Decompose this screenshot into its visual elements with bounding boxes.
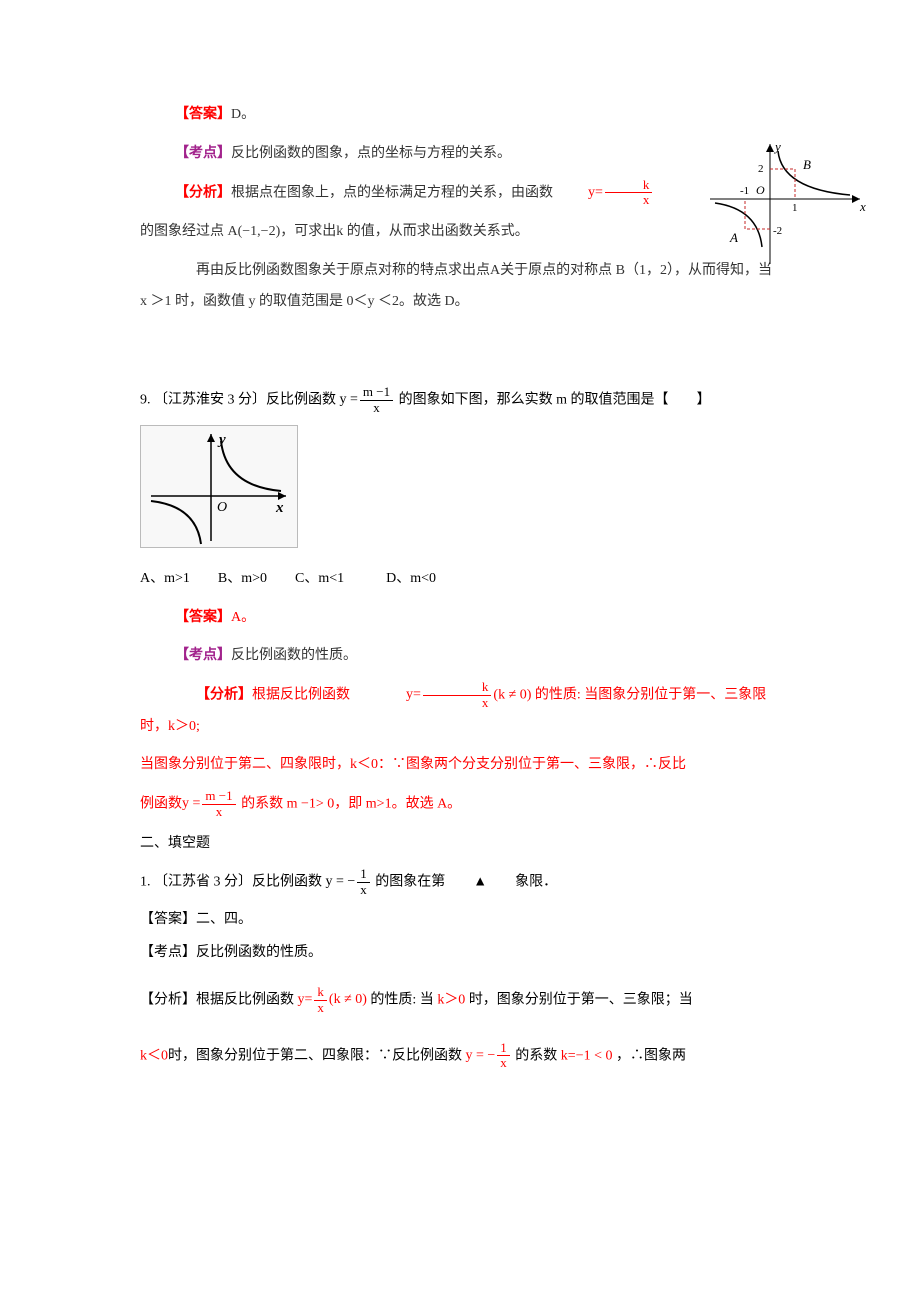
q1-answer: 【答案】二、四。 — [140, 907, 780, 932]
concept-label: 【考点】 — [175, 648, 231, 663]
q8-concept-row: 【考点】反比例函数的图象，点的坐标与方程的关系。 【分析】根据点在图象上，点的坐… — [140, 139, 780, 318]
svg-text:2: 2 — [758, 163, 764, 175]
svg-text:x: x — [859, 199, 866, 214]
concept-label: 【考点】 — [140, 945, 196, 960]
answer-label: 【答案】 — [175, 610, 231, 625]
text: 根据反比例函数 — [252, 688, 350, 703]
text: 当图象分别位于第二、四象限时，k＜0：∵图象两个分支分别位于第一、三象限，∴反比 — [140, 757, 686, 772]
text: 的系数 — [515, 1048, 557, 1063]
formula: y = −1x — [466, 1041, 512, 1072]
analysis-text-1b: 的图象经过点 A(−1,−2)，可求出k 的值，从而求出函数关系式。 — [140, 224, 529, 239]
q8-analysis-line2: 再由反比例函数图象关于原点对称的特点求出点A关于原点的对称点 B（1，2），从而… — [140, 256, 780, 318]
concept-label: 【考点】 — [175, 146, 231, 161]
svg-text:-1: -1 — [740, 185, 749, 197]
svg-text:y: y — [773, 139, 781, 154]
q9-analysis-1: 【分析】根据反比例函数 y=kx(k ≠ 0) 的性质: 当图象分别位于第一、三… — [140, 680, 780, 742]
formula: y=kx(k ≠ 0) — [298, 985, 367, 1016]
svg-text:1: 1 — [792, 202, 798, 214]
text: 时，图象分别位于第一、三象限；当 — [469, 993, 693, 1008]
q1-suffix: 的图象在第 ▲ 象限． — [375, 875, 557, 890]
text: 例函数 — [140, 797, 182, 812]
q9-chart-svg: y x O — [141, 426, 297, 547]
formula-yk: y=kx — [553, 178, 654, 209]
frac-k-x: kx — [605, 178, 653, 208]
concept-text: 反比例函数的性质。 — [231, 648, 357, 663]
q9-answer: 【答案】A。 — [140, 603, 780, 634]
svg-text:-2: -2 — [773, 225, 782, 237]
text: 时，图象分别位于第二、四象限：∵反比例函数 — [168, 1048, 462, 1063]
answer-label: 【答案】 — [140, 912, 196, 927]
q8-analysis-line1: 【分析】根据点在图象上，点的坐标满足方程的关系，由函数y=kx — [140, 178, 780, 209]
q9-analysis-3: 例函数 y =m −1x 的系数 m −1> 0，即 m>1。故选 A。 — [140, 789, 780, 820]
concept-text: 反比例函数的图象，点的坐标与方程的关系。 — [231, 146, 511, 161]
q8-figure: y x B A O 2 1 -1 -2 — [700, 139, 880, 289]
q1-formula: y = −1x — [326, 867, 372, 898]
svg-text:y: y — [217, 432, 226, 448]
k-lt0: k＜0 — [140, 1048, 168, 1063]
answer-text: 二、四。 — [196, 912, 252, 927]
text: 的系数 m −1> 0，即 m>1。故选 A。 — [238, 797, 462, 812]
q8-concept: 【考点】反比例函数的图象，点的坐标与方程的关系。 — [140, 139, 780, 170]
formula: y =m −1x — [182, 789, 238, 820]
answer-text: D。 — [231, 107, 255, 122]
k-gt0: k＞0 — [437, 993, 465, 1008]
text: 的性质: 当 — [370, 993, 433, 1008]
q9-stem: 9. 〔江苏淮安 3 分〕反比例函数 y =m −1x 的图象如下图，那么实数 … — [140, 385, 780, 416]
analysis-label: 【分析】 — [196, 688, 252, 703]
analysis-text-2: 再由反比例函数图象关于原点对称的特点求出点A关于原点的对称点 B（1，2），从而… — [140, 263, 772, 309]
q1-analysis-2: k＜0时，图象分别位于第二、四象限：∵反比例函数 y = −1x 的系数 k=−… — [140, 1041, 780, 1072]
text: 根据反比例函数 — [196, 993, 294, 1008]
svg-text:O: O — [217, 500, 227, 515]
q1-analysis-1: 【分析】根据反比例函数 y=kx(k ≠ 0) 的性质: 当 k＞0 时，图象分… — [140, 985, 780, 1016]
spacer — [140, 1025, 780, 1041]
q1-stem: 1. 〔江苏省 3 分〕反比例函数 y = −1x 的图象在第 ▲ 象限． — [140, 867, 780, 898]
answer-text: A。 — [231, 610, 255, 625]
svg-text:B: B — [803, 157, 811, 172]
svg-text:A: A — [729, 230, 738, 245]
spacer — [140, 973, 780, 985]
q9-prefix: 9. 〔江苏淮安 3 分〕反比例函数 — [140, 393, 336, 408]
section2-title: 二、填空题 — [140, 829, 780, 860]
analysis-label: 【分析】 — [140, 993, 196, 1008]
q9-concept: 【考点】反比例函数的性质。 — [140, 641, 780, 672]
formula: y=kx — [350, 680, 493, 711]
q9-chart: y x O — [140, 425, 298, 548]
concept-text: 反比例函数的性质。 — [196, 945, 322, 960]
frac-m1-x: m −1x — [360, 385, 393, 415]
svg-text:O: O — [756, 183, 765, 197]
answer-label: 【答案】 — [175, 107, 231, 122]
q9-analysis-2: 当图象分别位于第二、四象限时，k＜0：∵图象两个分支分别位于第一、三象限，∴反比 — [140, 750, 780, 781]
k-eq: k=−1 < 0 — [561, 1048, 613, 1063]
q1-prefix: 1. 〔江苏省 3 分〕反比例函数 — [140, 875, 322, 890]
q9-options: A、m>1 B、m>0 C、m<1 D、m<0 — [140, 564, 780, 595]
spacer — [140, 325, 780, 385]
text: ，∴图象两 — [616, 1048, 686, 1063]
q8-answer: 【答案】D。 — [140, 100, 780, 131]
analysis-text-1a: 根据点在图象上，点的坐标满足方程的关系，由函数 — [231, 185, 553, 200]
q9-formula: y =m −1x — [340, 385, 396, 416]
q8-figure-svg: y x B A O 2 1 -1 -2 — [700, 139, 880, 289]
q8-analysis-line1b: 的图象经过点 A(−1,−2)，可求出k 的值，从而求出函数关系式。 — [140, 217, 780, 248]
svg-text:x: x — [275, 500, 284, 516]
q1-concept: 【考点】反比例函数的性质。 — [140, 940, 780, 965]
analysis-label: 【分析】 — [175, 185, 231, 200]
q9-suffix: 的图象如下图，那么实数 m 的取值范围是【 】 — [399, 393, 711, 408]
